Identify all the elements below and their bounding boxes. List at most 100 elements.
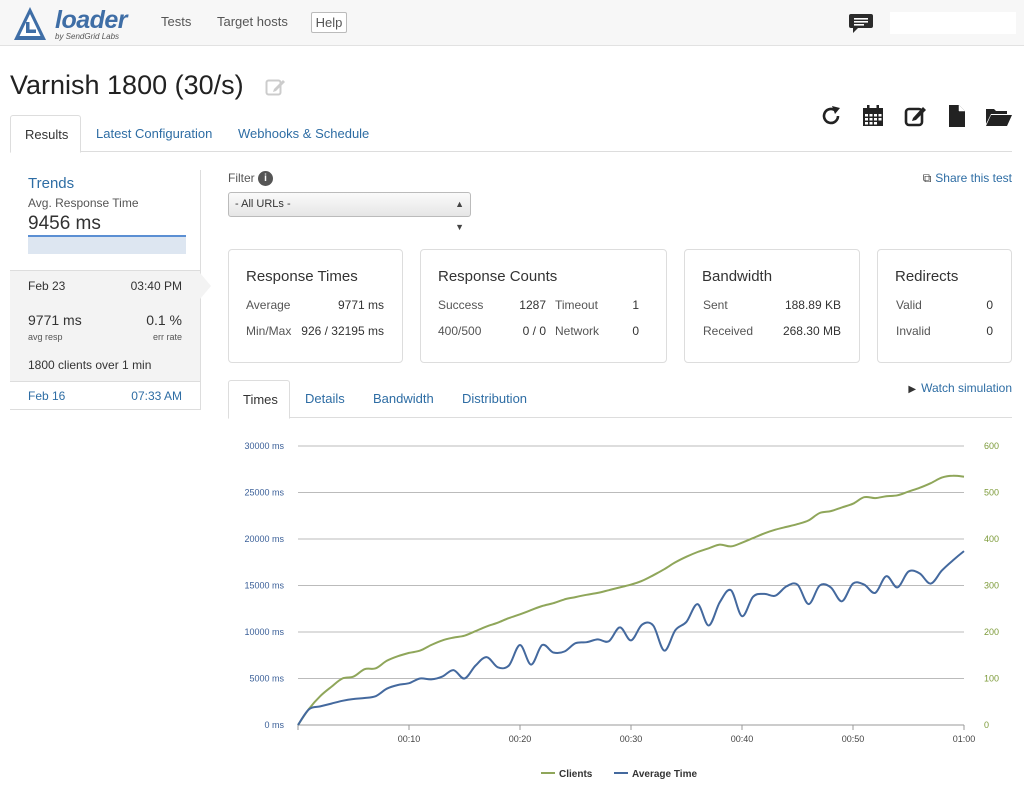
series-line-average-time [297,550,965,726]
network-label: Network [555,324,600,338]
nav-target-hosts[interactable]: Target hosts [217,14,288,29]
right-tick-label: 600 [984,441,999,451]
trends-title[interactable]: Trends [28,175,75,192]
file-icon[interactable] [945,104,969,128]
network-value: 0 [632,324,639,338]
left-tick-label: 20000 ms [244,534,284,544]
left-tick-label: 30000 ms [244,441,284,451]
tab-times[interactable]: Times [228,380,290,419]
tab-distribution[interactable]: Distribution [462,391,528,406]
help-button[interactable]: Help [311,12,347,33]
x-tick-label: 00:30 [620,734,643,744]
response-times-panel: Response Times Average 9771 ms Min/Max 9… [228,249,403,363]
watch-label: Watch simulation [921,381,1012,395]
right-tick-label: 200 [984,627,999,637]
edit-icon[interactable] [904,104,928,128]
sent-label: Sent [703,298,728,312]
tab-bandwidth[interactable]: Bandwidth [373,391,434,406]
minmax-label: Min/Max [246,324,292,338]
url-filter-select[interactable]: - All URLs - ▲ ▼ [228,192,471,232]
panel-title: Redirects [895,268,959,285]
left-tick-label: 5000 ms [249,674,284,684]
run-avg-resp-label: avg resp [28,332,63,342]
redirects-panel: Redirects Valid 0 Invalid 0 [877,249,1012,363]
success-value: 1287 [519,298,546,312]
chart-gridlines [298,445,964,726]
filter-label: Filter [228,171,255,185]
left-tick-label: 10000 ms [244,627,284,637]
panel-title: Bandwidth [702,268,773,285]
times-chart: 0 ms 5000 ms 10000 ms 15000 ms 20000 ms 25000… [244,441,999,780]
chart-legend: Clients Average Time [541,769,697,780]
edit-title-icon[interactable] [265,77,287,97]
minmax-value: 926 / 32195 ms [301,324,384,338]
success-label: Success [438,298,484,312]
average-label: Average [246,298,291,312]
nav-tests[interactable]: Tests [161,14,192,29]
run-date: Feb 23 [28,279,66,293]
select-arrows-icon: ▲ ▼ [455,199,464,232]
run-avg-resp: 9771 ms [28,312,82,328]
average-value: 9771 ms [337,298,384,312]
app-logo[interactable]: loader by SendGrid Labs [12,5,152,43]
legend-average-time[interactable]: Average Time [632,769,697,780]
left-axis-ticks: 0 ms 5000 ms 10000 ms 15000 ms 20000 ms 25000… [244,441,284,730]
run-pointer [200,273,211,299]
trends-value: 9456 ms [28,213,101,234]
right-tick-label: 0 [984,720,989,730]
invalid-value: 0 [986,324,993,338]
trend-sparkline [28,235,186,254]
watch-simulation-link[interactable]: ▶ Watch simulation [908,381,1012,395]
previous-run[interactable]: Feb 16 07:33 AM [10,382,200,410]
x-tick-label: 00:50 [842,734,865,744]
right-tick-label: 400 [984,534,999,544]
tab-webhooks-schedule[interactable]: Webhooks & Schedule [238,126,370,141]
timeout-value: 1 [632,298,639,312]
tab-latest-configuration[interactable]: Latest Configuration [96,126,213,141]
run-time: 03:40 PM [130,279,182,293]
valid-label: Valid [896,298,922,312]
share-label: Share this test [935,171,1012,185]
error-codes-value: 0 / 0 [522,324,546,338]
chat-bubble-icon[interactable] [848,12,874,34]
run-err-rate-label: err rate [152,332,182,342]
series-line-clients [297,474,965,726]
folder-open-icon[interactable] [985,104,1013,128]
share-icon: ⧉ [922,171,932,185]
right-axis-ticks: 0 100 200 300 400 500 600 [984,441,999,730]
legend-clients[interactable]: Clients [559,769,593,780]
left-tick-label: 15000 ms [244,581,284,591]
trends-sidebar: Trends Avg. Response Time 9456 ms Feb 23… [10,170,211,410]
invalid-label: Invalid [896,324,931,338]
tab-details[interactable]: Details [305,391,345,406]
refresh-icon[interactable] [819,104,843,128]
bandwidth-panel: Bandwidth Sent 188.89 KB Received 268.30… [684,249,860,363]
tab-results[interactable]: Results [10,115,81,153]
run-clients: 1800 clients over 1 min [28,358,152,372]
page-title: Varnish 1800 (30/s) [10,70,244,100]
x-tick-label: 00:20 [509,734,532,744]
response-counts-panel: Response Counts Success 1287 Timeout 1 4… [420,249,667,363]
x-tick-label: 00:10 [398,734,421,744]
loader-logo-icon [14,7,46,40]
url-filter-value: - All URLs - [235,198,291,210]
x-tick-label: 00:40 [731,734,754,744]
right-tick-label: 100 [984,674,999,684]
logo-tagline: by SendGrid Labs [55,32,120,41]
play-icon: ▶ [908,384,917,395]
prev-run-time: 07:33 AM [131,389,182,403]
calendar-icon[interactable] [861,104,885,128]
x-tick-label: 01:00 [953,734,976,744]
info-icon[interactable]: i [258,171,273,186]
search-input[interactable] [890,12,1016,34]
current-run-card[interactable]: Feb 23 03:40 PM 9771 ms avg resp 0.1 % e… [10,270,200,382]
prev-run-date: Feb 16 [28,389,66,403]
panel-title: Response Counts [438,268,558,285]
chart-tabs: Times Details Bandwidth Distribution [228,380,1012,419]
valid-value: 0 [986,298,993,312]
left-tick-label: 0 ms [264,720,284,730]
left-tick-label: 25000 ms [244,488,284,498]
received-label: Received [703,324,754,338]
share-test-link[interactable]: ⧉ Share this test [923,171,1012,186]
top-navbar: loader by SendGrid Labs Tests Target hos… [0,0,1024,46]
